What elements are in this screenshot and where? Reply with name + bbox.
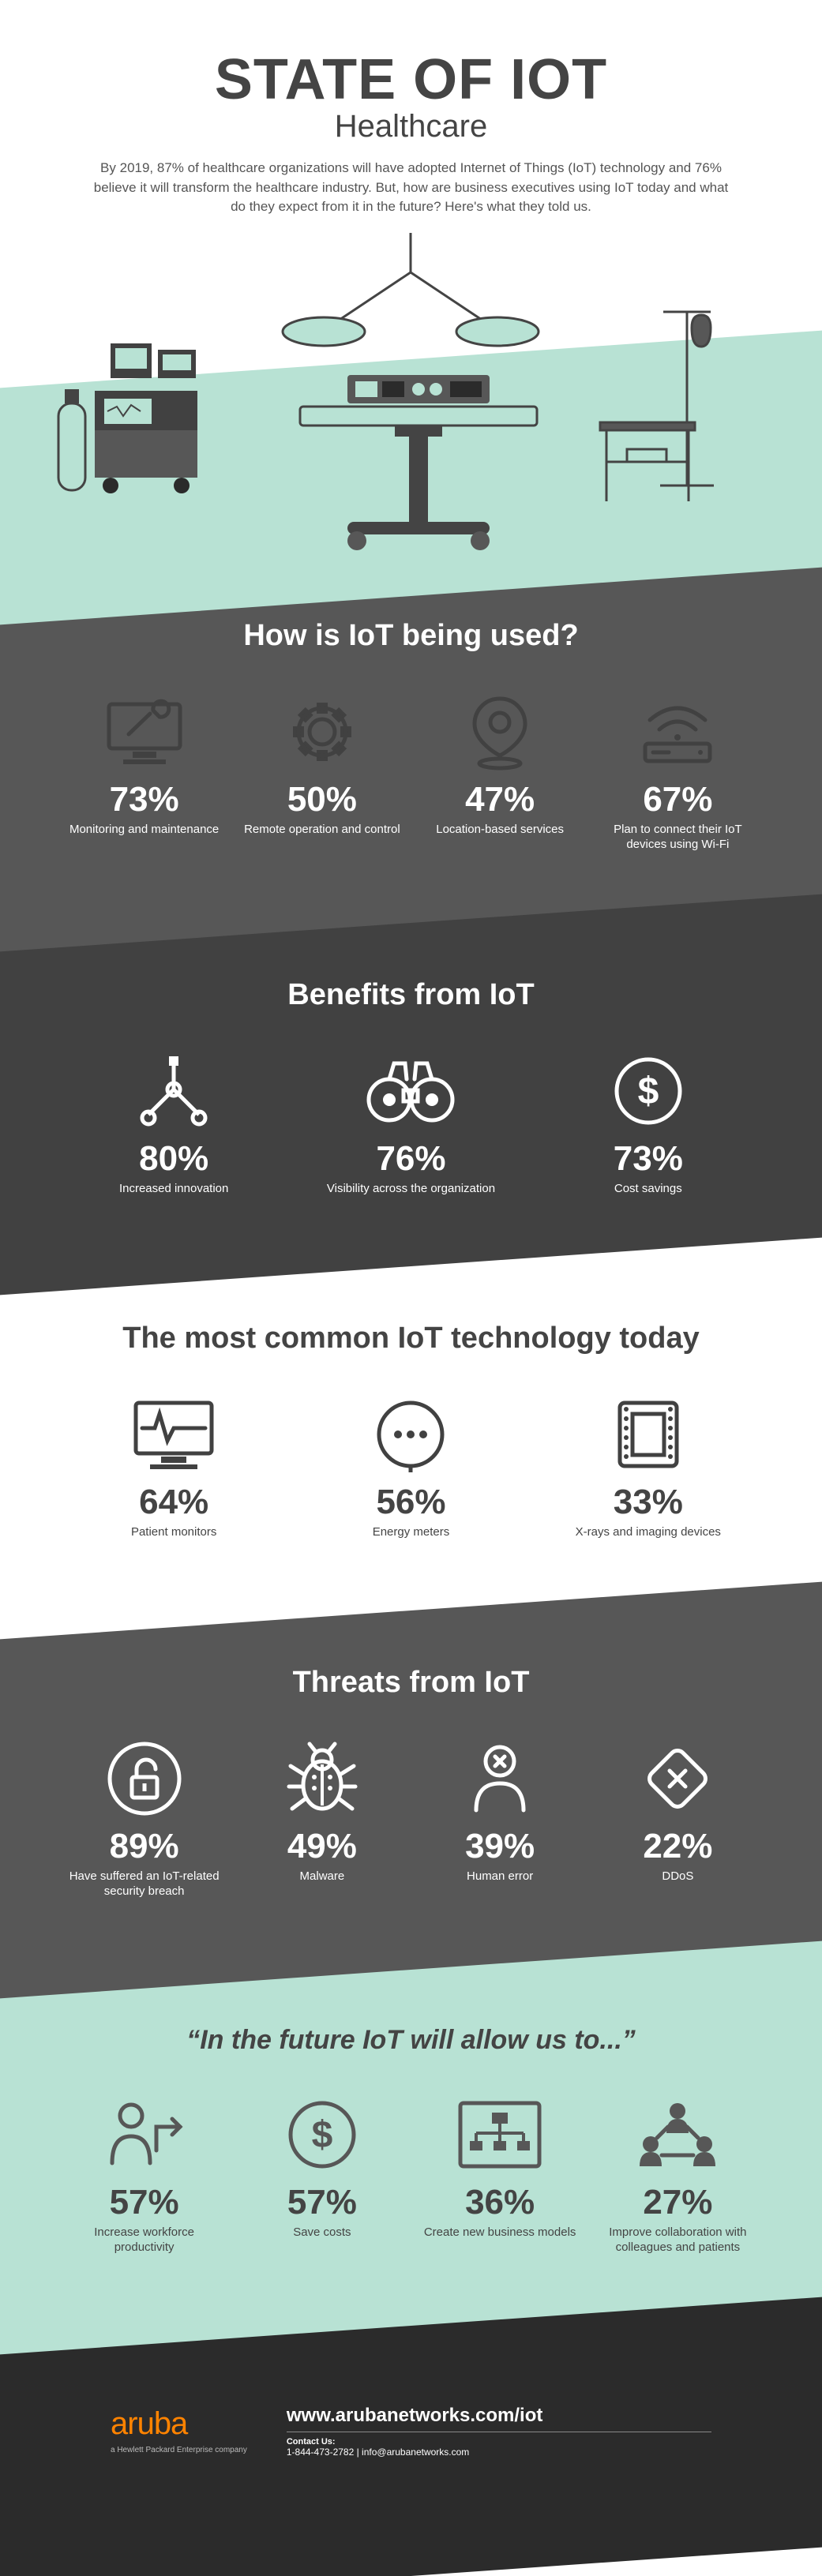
network-nodes-icon bbox=[83, 1052, 265, 1131]
stat-label: Increased innovation bbox=[83, 1181, 265, 1197]
intro-text: By 2019, 87% of healthcare organizations… bbox=[88, 159, 735, 217]
xray-film-icon bbox=[557, 1395, 739, 1474]
contact-info: 1-844-473-2782 | info@arubanetworks.com bbox=[287, 2447, 711, 2458]
stat-item: 56% Energy meters bbox=[320, 1395, 501, 1540]
stat-label: Increase workforce productivity bbox=[63, 2225, 225, 2255]
brand-block: aruba a Hewlett Packard Enterprise compa… bbox=[111, 2406, 247, 2455]
ddos-diamond-icon bbox=[597, 1739, 759, 1818]
stat-percent: 49% bbox=[241, 1829, 403, 1864]
wifi-router-icon bbox=[597, 692, 759, 771]
section-benefits: Benefits from IoT 80% Increased innovati… bbox=[0, 923, 822, 1268]
stat-label: Malware bbox=[241, 1869, 403, 1884]
stat-percent: 47% bbox=[419, 782, 581, 817]
stat-percent: 57% bbox=[63, 2185, 225, 2220]
human-error-icon bbox=[419, 1739, 581, 1818]
wrench-monitor-icon bbox=[63, 692, 225, 771]
stat-label: Patient monitors bbox=[83, 1524, 265, 1540]
stat-percent: 36% bbox=[419, 2185, 581, 2220]
stat-item: $ 73% Cost savings bbox=[557, 1052, 739, 1197]
stat-label: Have suffered an IoT-related security br… bbox=[63, 1869, 225, 1899]
stat-label: Improve collaboration with colleagues an… bbox=[597, 2225, 759, 2255]
stat-item: 67% Plan to connect their IoT devices us… bbox=[597, 692, 759, 853]
stat-percent: 80% bbox=[83, 1142, 265, 1176]
stat-percent: 89% bbox=[63, 1829, 225, 1864]
stat-percent: 73% bbox=[557, 1142, 739, 1176]
gear-icon bbox=[241, 692, 403, 771]
stat-item: 22% DDoS bbox=[597, 1739, 759, 1899]
subtitle: Healthcare bbox=[63, 109, 759, 144]
stat-item: 64% Patient monitors bbox=[83, 1395, 265, 1540]
svg-text:$: $ bbox=[312, 2114, 333, 2156]
stat-percent: 57% bbox=[241, 2185, 403, 2220]
stat-percent: 33% bbox=[557, 1485, 739, 1520]
stat-item: 50% Remote operation and control bbox=[241, 692, 403, 853]
section-title: How is IoT being used? bbox=[63, 619, 759, 653]
collaboration-icon bbox=[597, 2095, 759, 2174]
brand-subtitle: a Hewlett Packard Enterprise company bbox=[111, 2445, 247, 2455]
stat-item: 76% Visibility across the organization bbox=[320, 1052, 501, 1197]
section-title: “In the future IoT will allow us to...” bbox=[63, 2025, 759, 2056]
stat-item: 39% Human error bbox=[419, 1739, 581, 1899]
stat-label: Remote operation and control bbox=[241, 822, 403, 838]
stat-item: 80% Increased innovation bbox=[83, 1052, 265, 1197]
stat-label: Visibility across the organization bbox=[320, 1181, 501, 1197]
productivity-icon bbox=[63, 2095, 225, 2174]
dollar-circle-icon: $ bbox=[557, 1052, 739, 1131]
stat-item: 57% Increase workforce productivity bbox=[63, 2095, 225, 2255]
stat-percent: 50% bbox=[241, 782, 403, 817]
org-chart-icon bbox=[419, 2095, 581, 2174]
open-lock-icon bbox=[63, 1739, 225, 1818]
stat-label: Monitoring and maintenance bbox=[63, 822, 225, 838]
stat-item: 47% Location-based services bbox=[419, 692, 581, 853]
svg-text:$: $ bbox=[637, 1071, 659, 1112]
stat-item: $ 57% Save costs bbox=[241, 2095, 403, 2255]
bug-icon bbox=[241, 1739, 403, 1818]
footer-url: www.arubanetworks.com/iot bbox=[287, 2405, 711, 2432]
stat-percent: 22% bbox=[597, 1829, 759, 1864]
section-usage: How is IoT being used? 73% Monitoring an… bbox=[0, 564, 822, 924]
main-title: STATE OF IOT bbox=[63, 47, 759, 112]
section-title: The most common IoT technology today bbox=[63, 1322, 759, 1355]
stat-percent: 39% bbox=[419, 1829, 581, 1864]
binoculars-icon bbox=[320, 1052, 501, 1131]
stat-percent: 73% bbox=[63, 782, 225, 817]
hero-illustration bbox=[0, 233, 822, 564]
section-tech: The most common IoT technology today 64%… bbox=[0, 1266, 822, 1611]
patient-monitor-icon bbox=[83, 1395, 265, 1474]
stat-label: Location-based services bbox=[419, 822, 581, 838]
stat-percent: 56% bbox=[320, 1485, 501, 1520]
stat-item: 36% Create new business models bbox=[419, 2095, 581, 2255]
stat-percent: 76% bbox=[320, 1142, 501, 1176]
stat-label: Save costs bbox=[241, 2225, 403, 2240]
stat-label: Cost savings bbox=[557, 1181, 739, 1197]
energy-meter-icon bbox=[320, 1395, 501, 1474]
stat-label: Energy meters bbox=[320, 1524, 501, 1540]
stat-item: 73% Monitoring and maintenance bbox=[63, 692, 225, 853]
stat-label: Create new business models bbox=[419, 2225, 581, 2240]
contact-label: Contact Us: bbox=[287, 2437, 711, 2447]
stat-item: 33% X-rays and imaging devices bbox=[557, 1395, 739, 1540]
dollar-circle-icon: $ bbox=[241, 2095, 403, 2174]
stat-percent: 67% bbox=[597, 782, 759, 817]
section-future: “In the future IoT will allow us to...” … bbox=[0, 1970, 822, 2327]
brand-logo: aruba bbox=[111, 2406, 247, 2442]
stat-label: X-rays and imaging devices bbox=[557, 1524, 739, 1540]
section-threats: Threats from IoT 89% Have suffered an Io… bbox=[0, 1610, 822, 1970]
stat-percent: 64% bbox=[83, 1485, 265, 1520]
stat-percent: 27% bbox=[597, 2185, 759, 2220]
stat-item: 27% Improve collaboration with colleague… bbox=[597, 2095, 759, 2255]
stat-label: Plan to connect their IoT devices using … bbox=[597, 822, 759, 853]
stat-item: 49% Malware bbox=[241, 1739, 403, 1899]
stat-label: Human error bbox=[419, 1869, 581, 1884]
section-title: Threats from IoT bbox=[63, 1666, 759, 1700]
section-title: Benefits from IoT bbox=[63, 978, 759, 1012]
location-pin-icon bbox=[419, 692, 581, 771]
stat-item: 89% Have suffered an IoT-related securit… bbox=[63, 1739, 225, 1899]
stat-label: DDoS bbox=[597, 1869, 759, 1884]
